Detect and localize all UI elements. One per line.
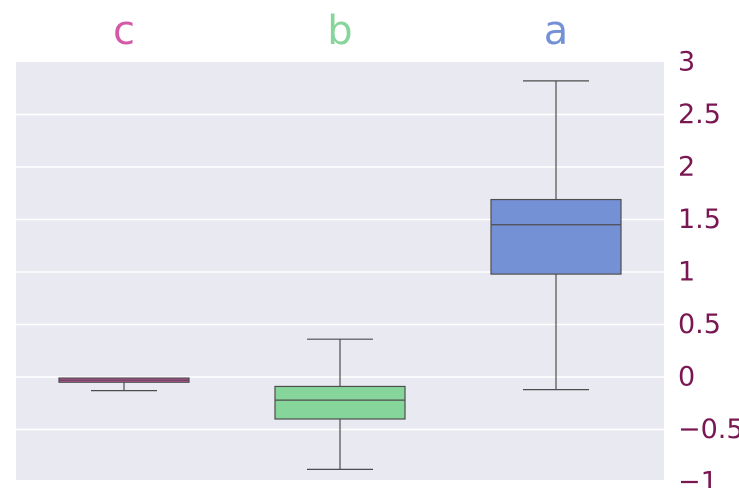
box-iqr	[490, 198, 622, 275]
y-tick-label: 3	[678, 47, 695, 78]
box-c	[58, 377, 190, 392]
y-tick-label: 2	[678, 152, 695, 183]
box-a	[490, 80, 622, 391]
y-tick-label: −0.5	[678, 414, 739, 445]
y-tick-label: 1	[678, 257, 695, 288]
box-iqr	[274, 385, 406, 420]
y-tick-label: 0	[678, 362, 695, 393]
y-axis-tick-labels: 3 2.5 2 1.5 1 0.5 0 −0.5 −1	[678, 47, 739, 488]
y-tick-label: 2.5	[678, 99, 721, 130]
category-label-a: a	[544, 8, 569, 54]
y-tick-label: 1.5	[678, 204, 721, 235]
y-tick-label: −1	[678, 467, 718, 488]
category-label-b: b	[327, 8, 352, 54]
category-label-c: c	[113, 8, 135, 54]
boxes-group	[58, 80, 622, 470]
y-tick-label: 0.5	[678, 309, 721, 340]
box-b	[274, 338, 406, 470]
